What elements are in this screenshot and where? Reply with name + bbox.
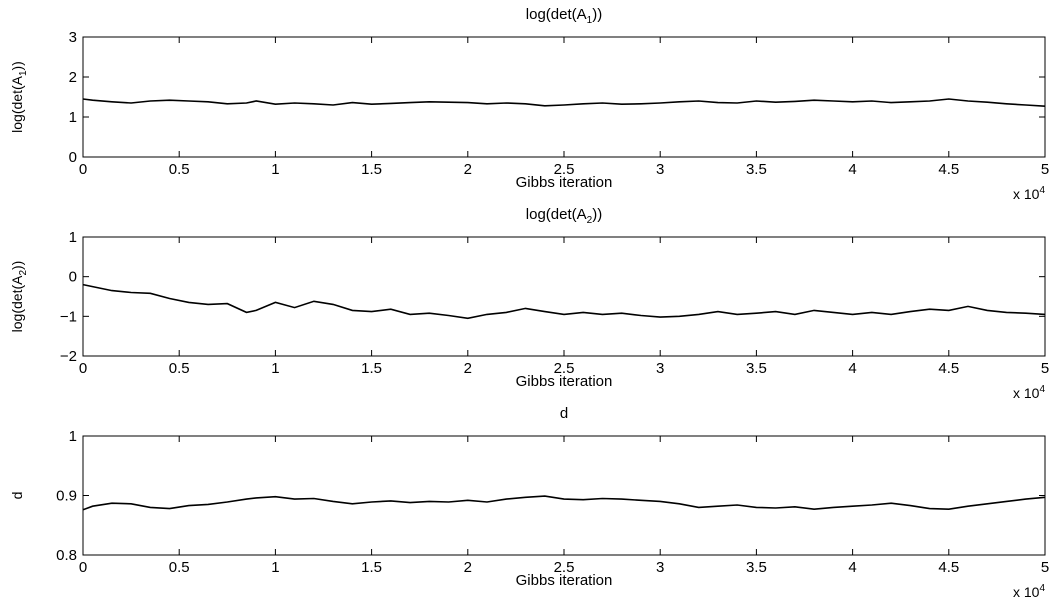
y-tick-label: 1	[69, 109, 77, 126]
x-axis-label: Gibbs iteration	[516, 572, 613, 589]
x-tick-label: 5	[1041, 559, 1049, 576]
x-tick-label: 0.5	[169, 161, 190, 178]
x-tick-label: 4	[848, 360, 856, 377]
x-tick-label: 3	[656, 161, 664, 178]
x-tick-label: 2	[464, 360, 472, 377]
axes-box	[82, 36, 1046, 158]
y-tick-label: 0.8	[56, 547, 77, 564]
x-tick-label: 0	[79, 360, 87, 377]
x-multiplier: x 104	[1013, 185, 1045, 202]
x-tick-label: 4	[848, 559, 856, 576]
series-line	[82, 98, 1046, 107]
x-tick-label: 4.5	[938, 559, 959, 576]
y-axis-label: d	[9, 492, 25, 500]
x-tick-label: 3	[656, 559, 664, 576]
x-tick-label: 4.5	[938, 360, 959, 377]
x-tick-label: 1	[271, 559, 279, 576]
x-tick-label: 3.5	[746, 559, 767, 576]
x-tick-label: 2.5	[554, 161, 575, 178]
x-tick-label: 0	[79, 161, 87, 178]
x-axis-label: Gibbs iteration	[516, 373, 613, 390]
series-line	[82, 495, 1046, 511]
x-tick-label: 1.5	[361, 161, 382, 178]
x-tick-label: 2	[464, 559, 472, 576]
x-tick-label: 0	[79, 559, 87, 576]
y-tick-label: −2	[60, 348, 77, 365]
x-tick-label: 0.5	[169, 559, 190, 576]
chart-panel-2: 0 0.5 1 1.5 2 2.5 3 3.5 4 4.5 5 −2 −1 0 1 log(det(A2)) G…	[9, 206, 1049, 401]
x-tick-label: 2.5	[554, 360, 575, 377]
y-tick-label: −1	[60, 308, 77, 325]
chart-title: d	[560, 405, 568, 422]
chart-title: log(det(A2))	[526, 206, 602, 226]
x-tick-label: 3.5	[746, 360, 767, 377]
x-tick-label: 5	[1041, 360, 1049, 377]
x-tick-label: 5	[1041, 161, 1049, 178]
series-line	[82, 283, 1046, 320]
y-tick-label: 2	[69, 69, 77, 86]
axes-box	[82, 435, 1046, 556]
x-tick-label: 1.5	[361, 360, 382, 377]
y-tick-label: 1	[69, 428, 77, 445]
x-tick-label: 1	[271, 161, 279, 178]
x-tick-label: 4.5	[938, 161, 959, 178]
y-tick-label: 0.9	[56, 488, 77, 505]
y-tick-label: 0	[69, 269, 77, 286]
x-tick-label: 0.5	[169, 360, 190, 377]
axes-box	[82, 236, 1046, 357]
x-tick-label: 4	[848, 161, 856, 178]
x-multiplier: x 104	[1013, 583, 1045, 600]
x-tick-label: 3.5	[746, 161, 767, 178]
chart-title: log(det(A1))	[526, 6, 602, 26]
chart-panel-3: 0 0.5 1 1.5 2 2.5 3 3.5 4 4.5 5 0.8 0.9 1 d Gibbs itera…	[9, 405, 1049, 600]
x-tick-label: 3	[656, 360, 664, 377]
y-tick-label: 3	[69, 29, 77, 46]
x-tick-label: 1	[271, 360, 279, 377]
y-tick-label: 1	[69, 229, 77, 246]
y-tick-label: 0	[69, 149, 77, 166]
x-tick-label: 1.5	[361, 559, 382, 576]
chart-panel-1: 0 0.5 1 1.5 2 2.5 3 3.5 4 4.5 5 0 1 2 3 log(det(A1)) Gib…	[9, 6, 1049, 202]
x-tick-label: 2	[464, 161, 472, 178]
y-axis-label: log(det(A1))	[9, 61, 29, 133]
x-axis-label: Gibbs iteration	[516, 174, 613, 191]
x-multiplier: x 104	[1013, 384, 1045, 401]
x-tick-label: 2.5	[554, 559, 575, 576]
y-axis-label: log(det(A2))	[9, 261, 29, 333]
